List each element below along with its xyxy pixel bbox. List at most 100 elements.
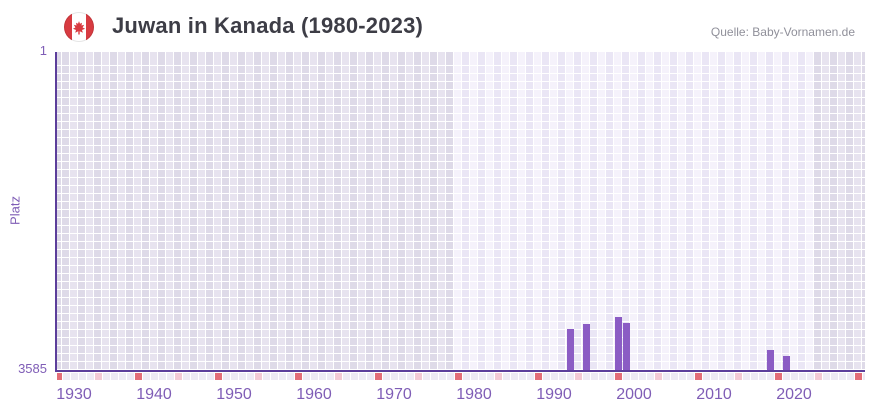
year-marker-1929 [62, 373, 70, 380]
year-marker-2015 [750, 373, 758, 380]
year-marker-1934 [102, 373, 110, 380]
year-marker-2027 [846, 373, 854, 380]
x-tick-1980: 1980 [456, 386, 492, 403]
year-marker-1937 [126, 373, 134, 380]
bar-1998[interactable] [614, 316, 622, 371]
year-marker-1933 [94, 373, 102, 380]
x-tick-1970: 1970 [376, 386, 412, 403]
year-marker-2002 [646, 373, 654, 380]
year-marker-1935 [110, 373, 118, 380]
year-marker-1987 [526, 373, 534, 380]
year-marker-1966 [358, 373, 366, 380]
year-marker-1952 [246, 373, 254, 380]
y-axis-title: Platz [7, 196, 23, 225]
x-tick-1960: 1960 [296, 386, 332, 403]
year-marker-2021 [798, 373, 806, 380]
year-marker-2016 [758, 373, 766, 380]
year-marker-1940 [150, 373, 158, 380]
year-marker-2012 [726, 373, 734, 380]
year-marker-1944 [182, 373, 190, 380]
year-marker-1968 [374, 373, 382, 380]
bar-2019[interactable] [782, 355, 790, 371]
year-marker-2017 [766, 373, 774, 380]
year-marker-1984 [502, 373, 510, 380]
year-marker-1945 [190, 373, 198, 380]
year-marker-2022 [806, 373, 814, 380]
x-tick-2000: 2000 [616, 386, 652, 403]
year-marker-1948 [214, 373, 222, 380]
year-marker-2024 [822, 373, 830, 380]
year-marker-1950 [230, 373, 238, 380]
year-marker-1976 [438, 373, 446, 380]
bar-1992[interactable] [566, 328, 574, 371]
x-tick-1990: 1990 [536, 386, 572, 403]
year-marker-1942 [166, 373, 174, 380]
year-marker-2014 [742, 373, 750, 380]
year-marker-1988 [534, 373, 542, 380]
year-marker-1981 [478, 373, 486, 380]
year-marker-2023 [814, 373, 822, 380]
year-marker-2028 [854, 373, 862, 380]
year-marker-1993 [574, 373, 582, 380]
year-marker-1995 [590, 373, 598, 380]
year-marker-1970 [390, 373, 398, 380]
y-tick-top: 1 [39, 43, 47, 58]
year-marker-1996 [598, 373, 606, 380]
year-marker-1954 [262, 373, 270, 380]
year-marker-2019 [782, 373, 790, 380]
year-marker-1943 [174, 373, 182, 380]
canada-flag-icon [64, 12, 94, 42]
year-marker-1998 [614, 373, 622, 380]
year-marker-2003 [654, 373, 662, 380]
year-marker-1931 [78, 373, 86, 380]
year-marker-2004 [662, 373, 670, 380]
year-marker-1971 [398, 373, 406, 380]
year-marker-2007 [686, 373, 694, 380]
plot-area [57, 52, 865, 371]
year-marker-1967 [366, 373, 374, 380]
year-marker-2026 [838, 373, 846, 380]
year-marker-1972 [406, 373, 414, 380]
year-marker-1979 [462, 373, 470, 380]
year-marker-1962 [326, 373, 334, 380]
year-marker-1983 [494, 373, 502, 380]
year-marker-1963 [334, 373, 342, 380]
year-marker-1928 [57, 373, 62, 380]
page-title: Juwan in Kanada (1980-2023) [112, 13, 424, 38]
year-marker-1999 [622, 373, 630, 380]
x-tick-1930: 1930 [56, 386, 92, 403]
year-marker-2008 [694, 373, 702, 380]
year-marker-1960 [310, 373, 318, 380]
year-marker-1961 [318, 373, 326, 380]
year-marker-2011 [718, 373, 726, 380]
year-marker-1986 [518, 373, 526, 380]
year-marker-1959 [302, 373, 310, 380]
year-marker-1980 [470, 373, 478, 380]
year-marker-1957 [286, 373, 294, 380]
y-axis-line [55, 52, 57, 372]
year-marker-1956 [278, 373, 286, 380]
x-tick-2010: 2010 [696, 386, 732, 403]
year-marker-1994 [582, 373, 590, 380]
x-tick-1940: 1940 [136, 386, 172, 403]
year-marker-2018 [774, 373, 782, 380]
y-tick-bottom: 3585 [18, 361, 47, 376]
year-marker-1932 [86, 373, 94, 380]
x-tick-labels: 1930 1940 1950 1960 1970 1980 1990 2000 2010 2020 [56, 386, 865, 406]
year-marker-2005 [670, 373, 678, 380]
year-marker-1978 [454, 373, 462, 380]
year-marker-1992 [566, 373, 574, 380]
bar-1994[interactable] [582, 323, 590, 371]
year-marker-2000 [630, 373, 638, 380]
bar-1999[interactable] [622, 322, 630, 371]
bar-2017[interactable] [766, 349, 774, 371]
year-marker-1964 [342, 373, 350, 380]
year-marker-2010 [710, 373, 718, 380]
year-marker-2009 [702, 373, 710, 380]
year-marker-1930 [70, 373, 78, 380]
year-marker-1975 [430, 373, 438, 380]
year-marker-1991 [558, 373, 566, 380]
year-marker-2013 [734, 373, 742, 380]
background-highlight-band [454, 52, 814, 371]
